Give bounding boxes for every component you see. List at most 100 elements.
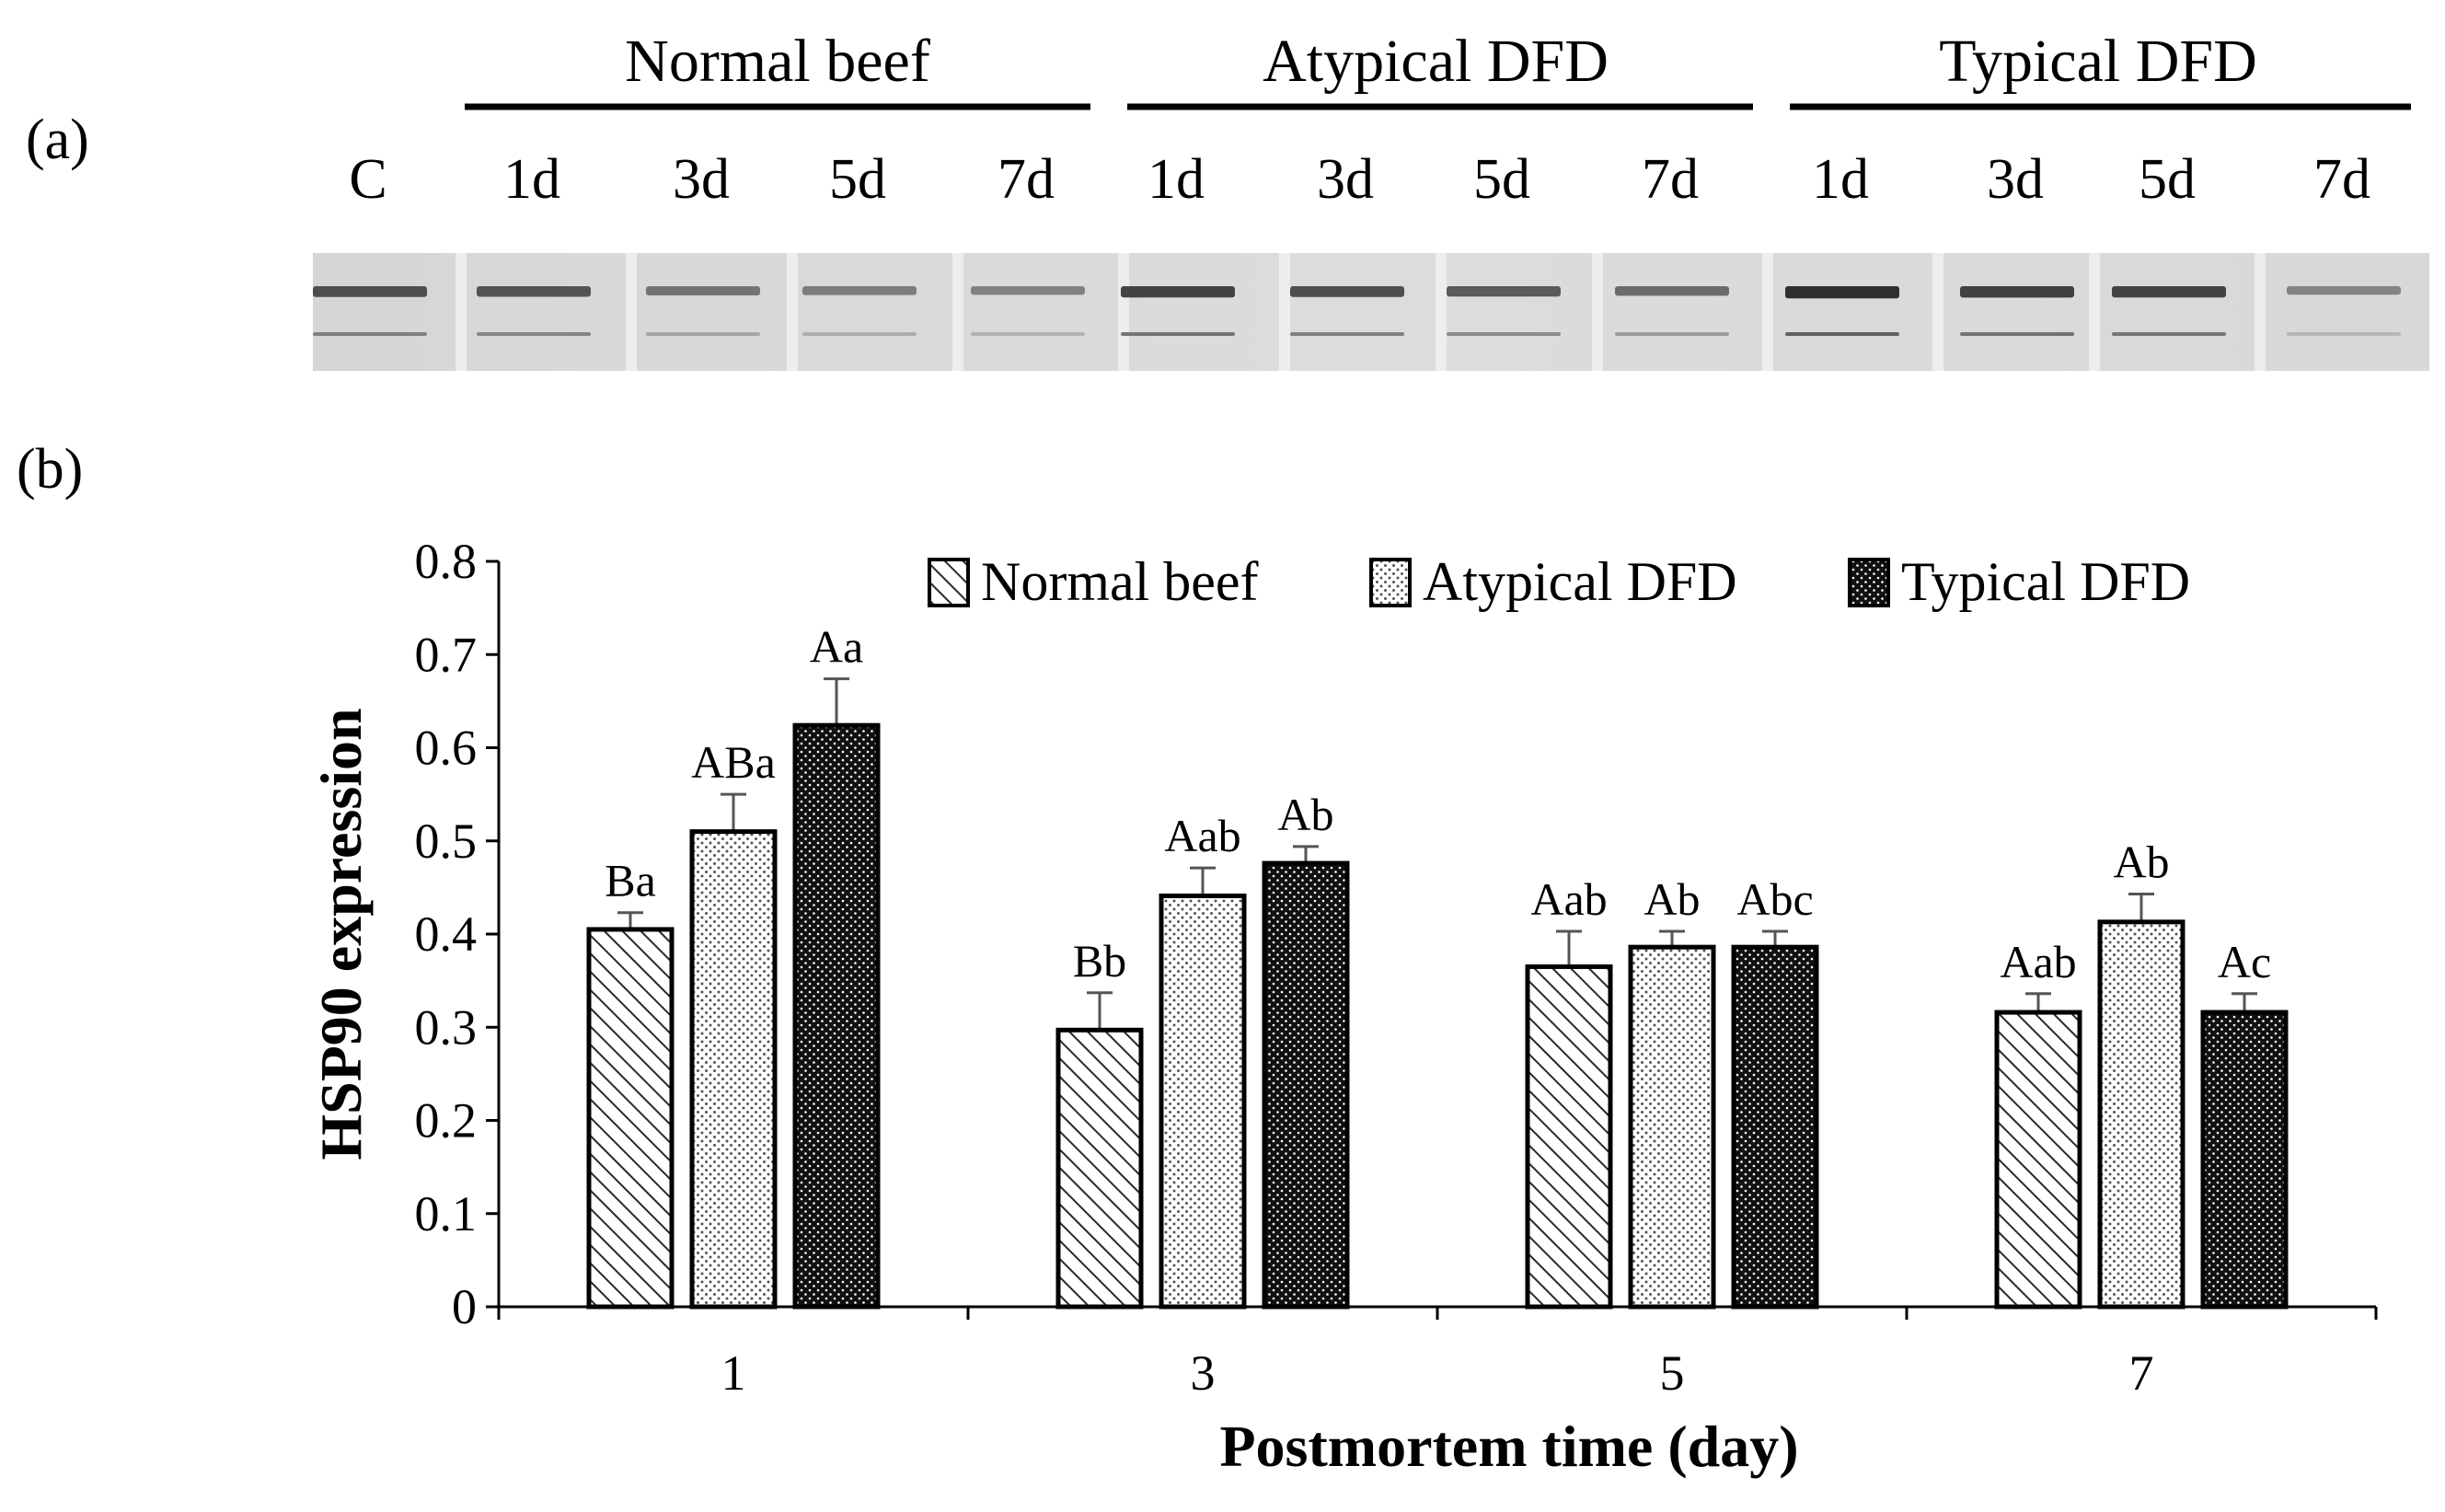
y-tick-label: 0.7 [415,627,478,682]
blot-lane-gap [1762,253,1773,371]
legend-swatch [1369,558,1412,607]
x-tick-label: 3 [1191,1345,1216,1401]
bar [2097,919,2186,1310]
blot-lane-label: 3d [1987,148,2044,211]
blot-group-headers: Normal beef Atypical DFD Typical DFD [465,28,2411,110]
significance-label: Aab [2000,936,2076,987]
legend-label: Normal beef [981,551,1259,612]
blot-band [1290,286,1404,297]
blot-lane-gap [626,253,637,371]
blot-lane-gap [952,253,963,371]
blot-band [646,286,760,295]
blot-lane-label: 1d [1148,148,1205,211]
significance-label: Ab [1643,873,1700,925]
blot-lower-band [1960,332,2074,336]
blot-lower-band [802,332,917,336]
legend-label: Typical DFD [1901,551,2190,612]
panel-a-label: (a) [26,109,89,171]
blot-lane-gap [1118,253,1129,371]
legend: Normal beef Atypical DFD Typical DFD [928,551,2190,612]
blot-lane-gap [1592,253,1603,371]
blot-lower-band [313,332,427,336]
blot-band [1121,286,1235,298]
x-tick-label: 7 [2129,1345,2154,1401]
blot-band [1785,286,1899,299]
blot-lane-label: 5d [2139,148,2196,211]
significance-label: ABa [691,736,776,788]
blot-band [2112,286,2226,298]
significance-label: Aab [1530,873,1607,925]
blot-group-label: Atypical DFD [1263,28,1609,95]
blot-lane-label: 1d [503,148,560,211]
x-axis: 1 3 5 7 [497,1305,2378,1401]
blot-lower-band [1290,332,1404,336]
blot-lane-label: 3d [673,148,730,211]
blot-lane-label: 7d [998,148,1055,211]
blot-lane-label: 1d [1812,148,1869,211]
blot-band [313,286,427,297]
y-tick-label: 0.2 [415,1093,478,1148]
bar [1262,860,1350,1310]
blot-lane-label: 5d [1473,148,1530,211]
bar [586,927,675,1310]
blot-lane-gap [2089,253,2100,371]
y-tick-label: 0.4 [415,906,478,962]
blot-lane-label: 7d [2313,148,2370,211]
blot-lower-band [646,332,760,336]
x-tick-label: 5 [1660,1345,1685,1401]
significance-label: Bb [1073,935,1126,987]
bar [1994,1010,2082,1310]
blot-band [971,286,1085,295]
blot-lane-label: 5d [829,148,886,211]
blot-lower-band [477,332,591,336]
x-axis-title: Postmortem time (day) [1219,1414,1798,1479]
y-axis: 0 0.1 0.2 0.3 0.4 0.5 0.6 0.7 0.8 [415,534,501,1334]
y-tick-label: 0.8 [415,534,478,589]
x-tick-label: 1 [721,1345,746,1401]
bar [1628,944,1716,1310]
blot-lane-label: 7d [1642,148,1699,211]
significance-label: Ac [2218,936,2271,987]
blot-band [477,286,591,297]
bar [1055,1027,1144,1310]
significance-label: Ab [1277,789,1333,840]
bar [792,722,881,1310]
blot-lane-gap [2255,253,2266,371]
significance-label: Abc [1736,873,1813,925]
bars: Ba ABa Aa Bb Aab Ab Aab Ab Abc Aab Ab Ac [586,621,2289,1310]
blot-background [313,253,2429,371]
blot-lower-band [1447,332,1561,336]
significance-label: Aa [810,621,863,673]
blot-lane-gap [787,253,798,371]
blot-lane-gap [1436,253,1447,371]
blot-group-label: Typical DFD [1939,28,2257,95]
blot-lower-band [2287,332,2401,336]
significance-label: Aab [1164,810,1240,861]
blot-band [1960,286,2074,298]
legend-swatch [928,558,970,607]
bar [2200,1010,2289,1310]
blot-lower-band [2112,332,2226,336]
bar [1159,893,1247,1310]
bar-chart: 0 0.1 0.2 0.3 0.4 0.5 0.6 0.7 0.8 1 3 5 7 Ba ABa Aa Bb… [308,534,2378,1479]
blot-lane-gap [1279,253,1290,371]
bar [1525,964,1613,1310]
legend-label: Atypical DFD [1423,551,1737,612]
bar [1731,944,1819,1310]
y-tick-label: 0.5 [415,814,478,869]
blot-lower-band [1615,332,1729,336]
blot-band [1615,286,1729,296]
significance-label: Ba [605,855,656,906]
blot-band [1447,286,1561,297]
significance-label: Ab [2113,836,2169,887]
blot-lane-label: C [349,148,386,211]
blot-lane-label: 3d [1317,148,1374,211]
y-tick-label: 0.6 [415,721,478,776]
blot-lower-band [1121,332,1235,336]
y-tick-label: 0.1 [415,1186,478,1241]
blot-band [802,286,917,295]
blot-group-label: Normal beef [625,28,930,95]
blot-lane-gap [1932,253,1943,371]
blot-band [2287,286,2401,295]
blot-lane-labels: C 1d 3d 5d 7d 1d 3d 5d 7d 1d 3d 5d 7d [349,148,2370,211]
